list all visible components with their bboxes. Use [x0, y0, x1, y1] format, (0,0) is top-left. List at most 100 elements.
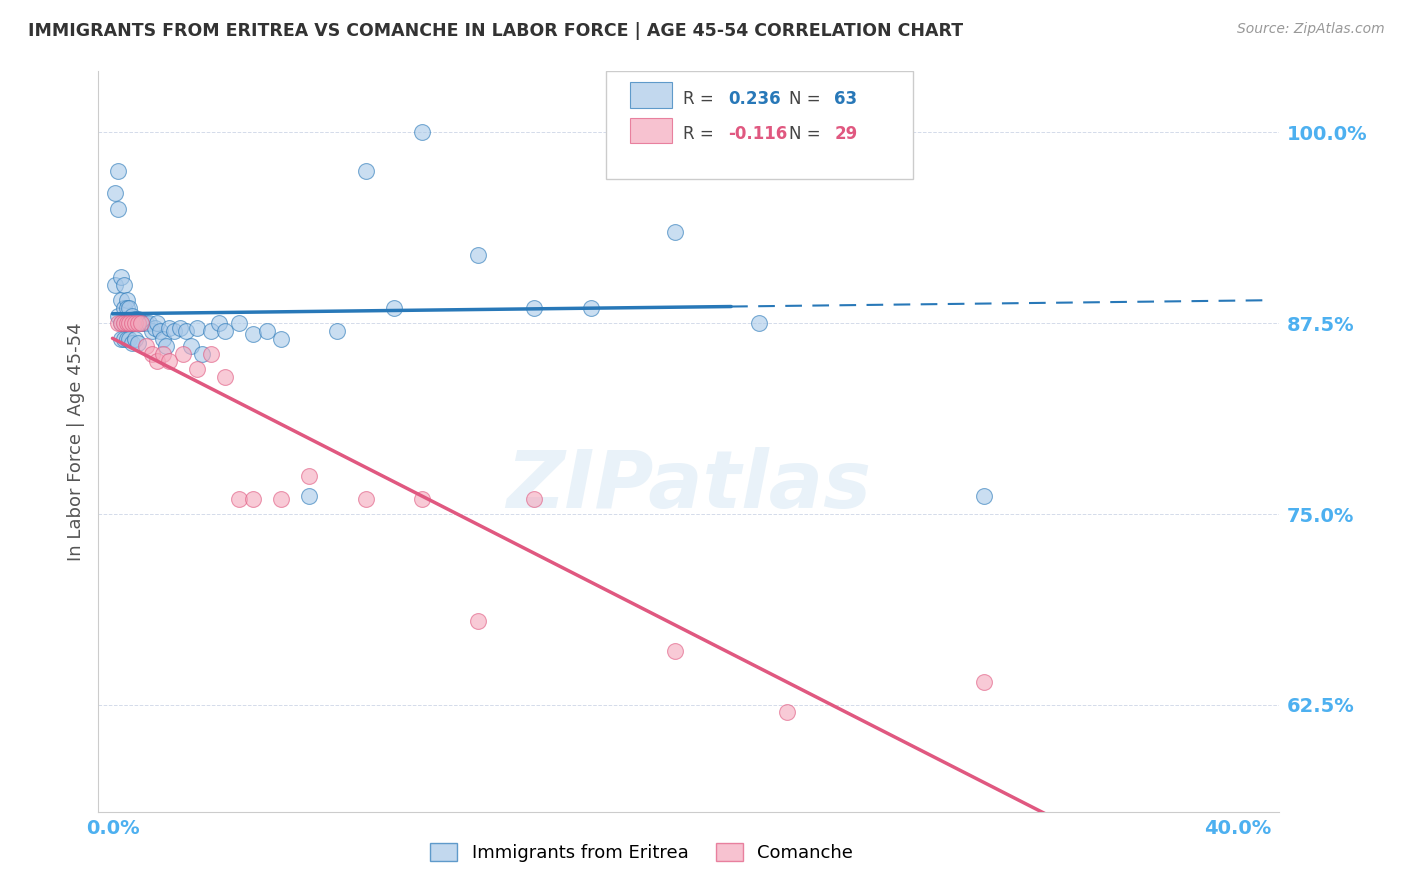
- Point: [112, 316, 135, 330]
- Point: [270, 331, 292, 345]
- FancyBboxPatch shape: [630, 82, 672, 108]
- Text: 29: 29: [834, 125, 858, 144]
- Point: [411, 491, 433, 506]
- Point: [112, 331, 135, 345]
- Point: [121, 316, 143, 330]
- Point: [208, 316, 231, 330]
- Text: N =: N =: [789, 90, 827, 108]
- Point: [228, 316, 250, 330]
- Text: ZIPatlas: ZIPatlas: [506, 447, 872, 525]
- Point: [228, 491, 250, 506]
- Point: [973, 675, 995, 690]
- Point: [411, 125, 433, 139]
- Point: [141, 324, 163, 338]
- Point: [163, 324, 186, 338]
- Point: [115, 316, 138, 330]
- Text: IMMIGRANTS FROM ERITREA VS COMANCHE IN LABOR FORCE | AGE 45-54 CORRELATION CHART: IMMIGRANTS FROM ERITREA VS COMANCHE IN L…: [28, 22, 963, 40]
- Point: [242, 326, 264, 341]
- Text: Source: ZipAtlas.com: Source: ZipAtlas.com: [1237, 22, 1385, 37]
- Point: [354, 491, 377, 506]
- Point: [121, 316, 143, 330]
- Text: 0.236: 0.236: [728, 90, 780, 108]
- Point: [104, 186, 127, 201]
- Point: [664, 644, 686, 658]
- Point: [186, 321, 208, 335]
- Point: [172, 347, 194, 361]
- FancyBboxPatch shape: [630, 118, 672, 144]
- Point: [112, 316, 135, 330]
- Point: [124, 316, 146, 330]
- Text: -0.116: -0.116: [728, 125, 787, 144]
- Point: [523, 491, 546, 506]
- Point: [242, 491, 264, 506]
- Point: [127, 316, 149, 330]
- Point: [157, 354, 180, 368]
- Point: [110, 293, 132, 308]
- Point: [107, 163, 129, 178]
- Point: [169, 321, 191, 335]
- Point: [973, 489, 995, 503]
- Point: [132, 316, 155, 330]
- Point: [186, 362, 208, 376]
- Point: [579, 301, 602, 315]
- Point: [155, 339, 177, 353]
- Point: [115, 316, 138, 330]
- Point: [118, 316, 141, 330]
- Point: [174, 324, 197, 338]
- Point: [200, 324, 222, 338]
- Point: [129, 316, 152, 330]
- FancyBboxPatch shape: [606, 71, 914, 178]
- Point: [121, 309, 143, 323]
- Point: [107, 316, 129, 330]
- Text: R =: R =: [683, 90, 718, 108]
- Text: 63: 63: [834, 90, 858, 108]
- Point: [112, 301, 135, 315]
- Point: [135, 316, 157, 330]
- Point: [748, 316, 770, 330]
- Point: [214, 369, 236, 384]
- Point: [118, 331, 141, 345]
- Point: [152, 347, 174, 361]
- Point: [382, 301, 405, 315]
- Point: [832, 159, 855, 173]
- Point: [152, 331, 174, 345]
- Point: [467, 247, 489, 261]
- Point: [146, 354, 169, 368]
- Point: [115, 331, 138, 345]
- Point: [214, 324, 236, 338]
- Point: [776, 706, 799, 720]
- Point: [121, 336, 143, 351]
- Point: [523, 301, 546, 315]
- Point: [149, 324, 172, 338]
- Point: [146, 316, 169, 330]
- Point: [110, 316, 132, 330]
- Point: [127, 336, 149, 351]
- Point: [110, 316, 132, 330]
- Y-axis label: In Labor Force | Age 45-54: In Labor Force | Age 45-54: [66, 322, 84, 561]
- Point: [107, 202, 129, 216]
- Point: [107, 309, 129, 323]
- Point: [256, 324, 278, 338]
- Point: [112, 278, 135, 293]
- Point: [467, 614, 489, 628]
- Point: [270, 491, 292, 506]
- Point: [104, 278, 127, 293]
- Point: [124, 311, 146, 326]
- Point: [157, 321, 180, 335]
- Text: R =: R =: [683, 125, 718, 144]
- Text: N =: N =: [789, 125, 827, 144]
- Point: [110, 270, 132, 285]
- Point: [127, 311, 149, 326]
- Point: [118, 301, 141, 315]
- Point: [298, 469, 321, 483]
- Point: [354, 163, 377, 178]
- Point: [141, 347, 163, 361]
- Point: [129, 316, 152, 330]
- Point: [110, 331, 132, 345]
- Point: [143, 321, 166, 335]
- Point: [124, 331, 146, 345]
- Point: [115, 293, 138, 308]
- Point: [326, 324, 349, 338]
- Point: [298, 489, 321, 503]
- Point: [118, 316, 141, 330]
